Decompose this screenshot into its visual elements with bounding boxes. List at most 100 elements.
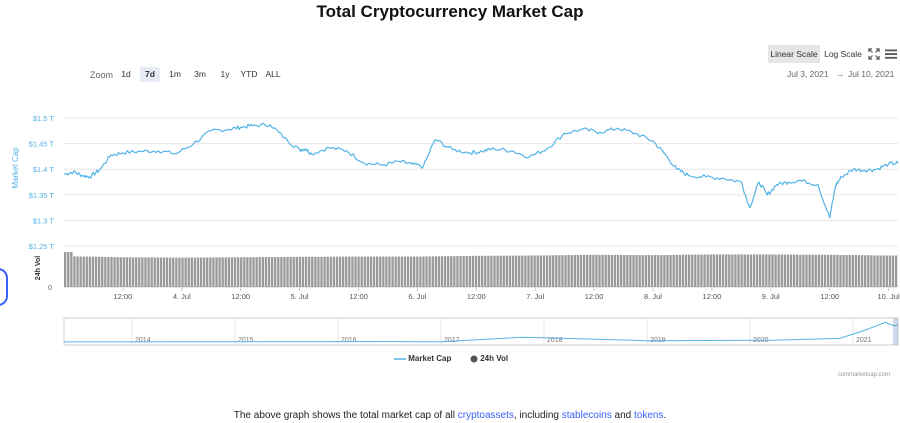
volume-bar: [369, 256, 373, 287]
volume-bar: [854, 255, 858, 287]
volume-bar: [570, 255, 573, 287]
market-cap-line: [63, 122, 899, 219]
zoom-ytd-button[interactable]: YTD: [240, 69, 258, 79]
zoom-7d-button[interactable]: 7d: [140, 67, 160, 82]
zoom-label: Zoom: [90, 70, 114, 80]
volume-bar: [879, 255, 882, 287]
log-scale-button[interactable]: Log Scale: [824, 49, 862, 59]
menu-icon[interactable]: [885, 48, 897, 60]
volume-bar: [162, 257, 166, 287]
volume-bar: [308, 256, 311, 287]
volume-bar: [243, 257, 246, 287]
range-to[interactable]: Jul 10, 2021: [848, 69, 895, 79]
volume-bar: [428, 256, 431, 287]
volume-bar: [499, 255, 502, 287]
navigator-year-label: 2015: [238, 337, 254, 344]
volume-bar: [73, 256, 76, 287]
tokens-link[interactable]: tokens: [634, 410, 664, 421]
x-tick-label: 7. Jul: [526, 292, 544, 301]
vol-axis-zero: 0: [48, 285, 52, 292]
volume-bar: [709, 254, 712, 287]
volume-bar: [107, 257, 110, 287]
legend-volume-label: 24h Vol: [480, 354, 509, 363]
stablecoins-link[interactable]: stablecoins: [561, 410, 612, 421]
volume-bar: [545, 255, 549, 287]
volume-bar: [817, 254, 821, 287]
volume-bar: [153, 257, 156, 287]
volume-bar: [209, 257, 212, 287]
volume-bar: [388, 256, 391, 287]
volume-bar: [703, 254, 706, 287]
zoom-1m-button[interactable]: 1m: [169, 69, 181, 79]
volume-bar: [786, 254, 790, 287]
y-tick-label: $1.3 T: [33, 216, 55, 225]
x-tick-label: 12:00: [114, 292, 133, 301]
volume-bar: [206, 257, 209, 287]
cryptoassets-link[interactable]: cryptoassets: [457, 410, 514, 421]
volume-bar: [255, 257, 258, 287]
zoom-1y-button[interactable]: 1y: [220, 69, 230, 79]
volume-bar: [783, 254, 787, 287]
volume-bar: [669, 254, 672, 287]
zoom-1d-button[interactable]: 1d: [121, 69, 131, 79]
volume-bar: [122, 257, 126, 287]
zoom-all-button[interactable]: ALL: [265, 69, 281, 79]
volume-bar: [576, 254, 580, 287]
volume-bar: [675, 254, 678, 287]
volume-bar: [548, 255, 552, 287]
volume-bar: [379, 256, 382, 287]
x-tick-label: 12:00: [585, 292, 604, 301]
navigator-frame: [63, 317, 899, 346]
fullscreen-icon[interactable]: [868, 48, 880, 60]
volume-bar: [752, 254, 756, 287]
volume-bar: [629, 255, 632, 287]
volume-bar: [172, 257, 175, 287]
volume-bar: [836, 254, 839, 287]
volume-bar: [502, 255, 505, 287]
volume-bar: [644, 255, 648, 287]
volume-bar: [338, 256, 342, 287]
range-from[interactable]: Jul 3, 2021: [787, 69, 829, 79]
volume-bar: [573, 255, 576, 287]
volume-bar: [289, 256, 292, 287]
volume-bar: [870, 255, 873, 287]
volume-bar: [623, 254, 626, 287]
x-axis-ticks: 12:00 4. Jul 12:00 5. Jul 12:00 6. Jul 12:00 7.…: [114, 287, 900, 301]
volume-bar: [864, 255, 867, 287]
volume-bar: [845, 255, 848, 287]
volume-bar: [187, 257, 190, 287]
legend-market-cap[interactable]: Market Cap: [394, 354, 451, 363]
volume-bar: [567, 255, 570, 287]
volume-bar: [332, 256, 336, 287]
volume-bar: [221, 257, 224, 287]
market-cap-chart: $1.25 T$1.3 T$1.35 T$1.4 T$1.45 T$1.5 T …: [11, 114, 900, 346]
volume-bar: [728, 254, 731, 287]
legend-volume[interactable]: 24h Vol: [470, 354, 508, 363]
volume-bar: [626, 255, 629, 287]
volume-bar: [518, 255, 521, 287]
navigator-history-line: [63, 321, 899, 343]
volume-bar: [128, 257, 132, 287]
volume-bar: [691, 254, 694, 287]
volume-bar: [203, 257, 206, 287]
volume-bar: [755, 254, 759, 287]
volume-bar: [119, 257, 122, 287]
volume-bar: [165, 257, 169, 287]
linear-scale-button[interactable]: Linear Scale: [768, 45, 820, 63]
volume-bar: [326, 256, 329, 287]
volume-bar: [125, 257, 129, 287]
description-text: The above graph shows the total market c…: [0, 410, 900, 421]
volume-bar: [419, 256, 422, 287]
volume-bar: [533, 255, 536, 287]
volume-bar: [474, 255, 478, 287]
navigator: 2014 2015 2016 2017 2018 2019 2020 2021: [63, 317, 899, 346]
chart-credit[interactable]: coinmarketcap.com: [837, 372, 890, 378]
volume-bar: [301, 256, 305, 287]
zoom-3m-button[interactable]: 3m: [194, 69, 206, 79]
volume-bar: [589, 254, 592, 287]
description-suffix: .: [663, 410, 667, 421]
volume-bar: [264, 257, 268, 287]
volume-bar: [746, 254, 749, 287]
volume-bar: [876, 255, 879, 287]
volume-bar: [169, 257, 172, 287]
